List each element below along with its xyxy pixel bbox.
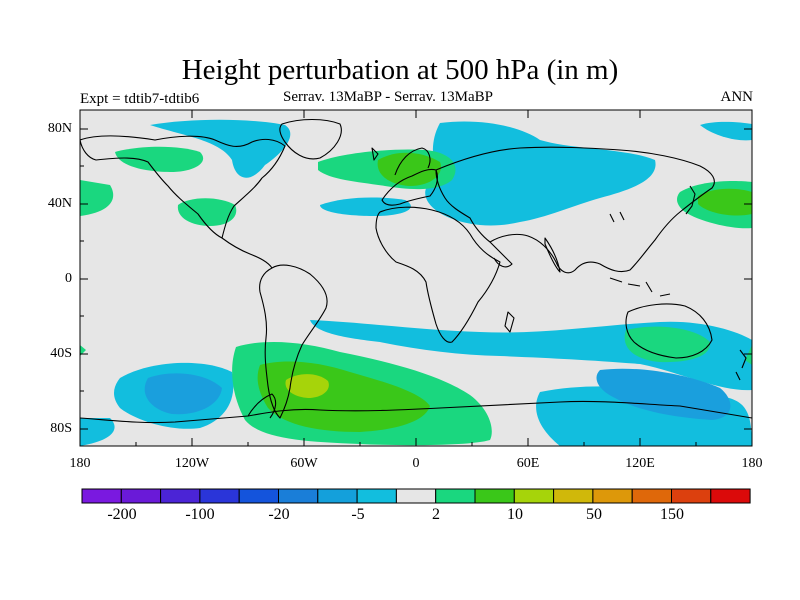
lon-label-60e: 60E bbox=[516, 456, 540, 471]
contour-fields bbox=[80, 118, 752, 446]
colorbar-swatch bbox=[631, 488, 673, 504]
colorbar-swatch bbox=[356, 488, 397, 504]
colorbar-swatch bbox=[278, 488, 319, 504]
experiment-label: Expt = tdtib7-tdtib6 bbox=[80, 91, 200, 107]
lat-label-40s: 40S bbox=[50, 346, 72, 361]
lon-label-180w: 180 bbox=[69, 456, 91, 471]
colorbar-swatch bbox=[120, 488, 162, 504]
colorbar-swatch bbox=[81, 488, 122, 504]
colorbar-swatch bbox=[199, 488, 240, 504]
lat-label-80s: 80S bbox=[50, 421, 72, 436]
lon-label-60w: 60W bbox=[290, 456, 318, 471]
colorbar-label: 50 bbox=[586, 506, 602, 523]
lat-label-80n: 80N bbox=[47, 121, 72, 136]
colorbar-label: 10 bbox=[507, 506, 523, 523]
contour-light-blue bbox=[80, 119, 752, 446]
contour-yellow-green bbox=[285, 374, 329, 398]
colorbar-swatch bbox=[317, 488, 358, 504]
lon-label-180e: 180 bbox=[741, 456, 763, 471]
colorbar-swatch bbox=[553, 488, 594, 504]
lon-label-120w: 120W bbox=[174, 456, 210, 471]
comparison-label: Serrav. 13MaBP - Serrav. 13MaBP bbox=[283, 89, 493, 105]
colorbar-swatch bbox=[395, 488, 437, 504]
lat-label-40n: 40N bbox=[47, 196, 72, 211]
period-label: ANN bbox=[720, 89, 754, 105]
colorbar-swatch bbox=[435, 488, 476, 504]
colorbar-label: -200 bbox=[107, 506, 137, 523]
lon-label-120e: 120E bbox=[625, 456, 655, 471]
colorbar-label: -100 bbox=[185, 506, 215, 523]
axis-ticks bbox=[80, 110, 752, 446]
coastlines bbox=[80, 118, 752, 424]
colorbar-swatch bbox=[474, 488, 515, 504]
colorbar-label: 2 bbox=[432, 506, 440, 523]
colorbar-swatch bbox=[160, 488, 201, 504]
colorbar-swatch bbox=[592, 488, 633, 504]
colorbar-label: 150 bbox=[660, 506, 684, 523]
contour-mid-blue bbox=[144, 368, 731, 420]
colorbar-swatch bbox=[513, 488, 555, 504]
lon-label-0: 0 bbox=[412, 456, 420, 471]
colorbar-label: -20 bbox=[268, 506, 290, 523]
colorbar-label: -5 bbox=[351, 506, 365, 523]
chart-title: Height perturbation at 500 hPa (in m) bbox=[181, 54, 619, 86]
colorbar-swatch bbox=[710, 488, 751, 504]
colorbar bbox=[81, 488, 751, 504]
colorbar-swatch bbox=[238, 488, 279, 504]
colorbar-swatch bbox=[671, 488, 712, 504]
lat-label-eq: 0 bbox=[65, 271, 72, 286]
